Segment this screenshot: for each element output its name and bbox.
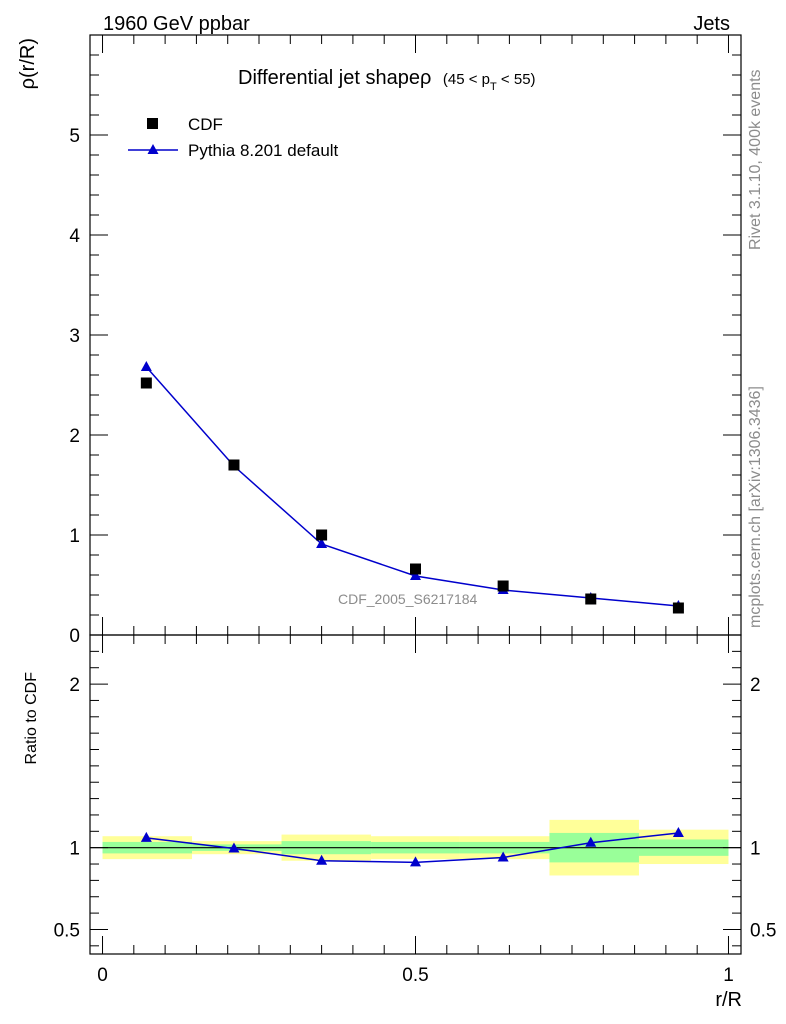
ratio-y-tick-label-left: 2 (69, 675, 80, 696)
header-left: 1960 GeV ppbar (103, 13, 250, 35)
main-y-tick-label: 4 (69, 226, 80, 247)
main-y-tick-label: 5 (69, 126, 80, 147)
cdf-point (672, 602, 684, 614)
cdf-point (410, 563, 421, 575)
main-y-tick-label: 0 (69, 626, 80, 647)
main-y-tick-label: 3 (69, 326, 80, 347)
ratio-axis-ticks: 0.5 0.5 1 1 2 2 0 0.5 1 (54, 634, 776, 986)
ratio-pythia-point (228, 842, 240, 853)
rivet-label: Rivet 3.1.10, 400k events (747, 69, 764, 250)
main-y-tick-label: 1 (69, 526, 80, 547)
cdf-point (316, 529, 328, 541)
ratio-y-tick-label-left: 1 (69, 839, 80, 860)
pythia-point (140, 361, 152, 371)
x-axis-label: r/R (715, 989, 742, 1011)
ratio-pythia-point (140, 831, 152, 842)
legend-pythia-label: Pythia 8.201 default (188, 141, 339, 160)
ratio-pythia-point (672, 826, 684, 837)
cdf-point (585, 593, 597, 605)
ratio-pythia-point (585, 836, 597, 847)
ratio-uncertainty-bands (90, 819, 741, 876)
pythia-point (316, 538, 328, 548)
main-y-tick-label: 2 (69, 426, 80, 447)
cdf-point (228, 459, 240, 471)
pythia-point (410, 570, 421, 580)
ratio-y-tick-label-right: 0.5 (750, 920, 776, 941)
ratio-y-axis-label: Ratio to CDF (23, 672, 40, 765)
ratio-pythia-point (316, 854, 328, 865)
legend-pythia-marker (147, 144, 159, 154)
x-tick-label: 0 (97, 965, 108, 986)
x-tick-label: 0.5 (402, 965, 428, 986)
cdf-point (497, 580, 509, 592)
main-axis-ticks: 0 1 2 3 4 5 (69, 35, 741, 647)
main-y-axis-label: ρ(r/R) (17, 38, 39, 89)
ratio-series-layer (140, 826, 684, 867)
ratio-y-tick-label-right: 1 (750, 839, 761, 860)
ratio-plot-frame (89, 634, 742, 955)
legend-cdf-marker (147, 118, 158, 129)
main-series-layer (140, 361, 684, 614)
x-tick-label: 1 (723, 965, 734, 986)
ratio-pythia-point (410, 856, 421, 867)
mcplots-label: mcplots.cern.ch [arXiv:1306.3436] (747, 386, 764, 628)
main-title: Differential jet shapeρ (45 < pT < 55) (238, 67, 536, 93)
ratio-y-tick-label-right: 2 (750, 675, 761, 696)
analysis-watermark: CDF_2005_S6217184 (338, 591, 478, 607)
ratio-pythia-point (497, 851, 509, 862)
header-right: Jets (693, 13, 730, 35)
ratio-y-tick-label-left: 0.5 (54, 920, 80, 941)
legend-cdf-label: CDF (188, 115, 223, 134)
cdf-point (140, 377, 152, 389)
